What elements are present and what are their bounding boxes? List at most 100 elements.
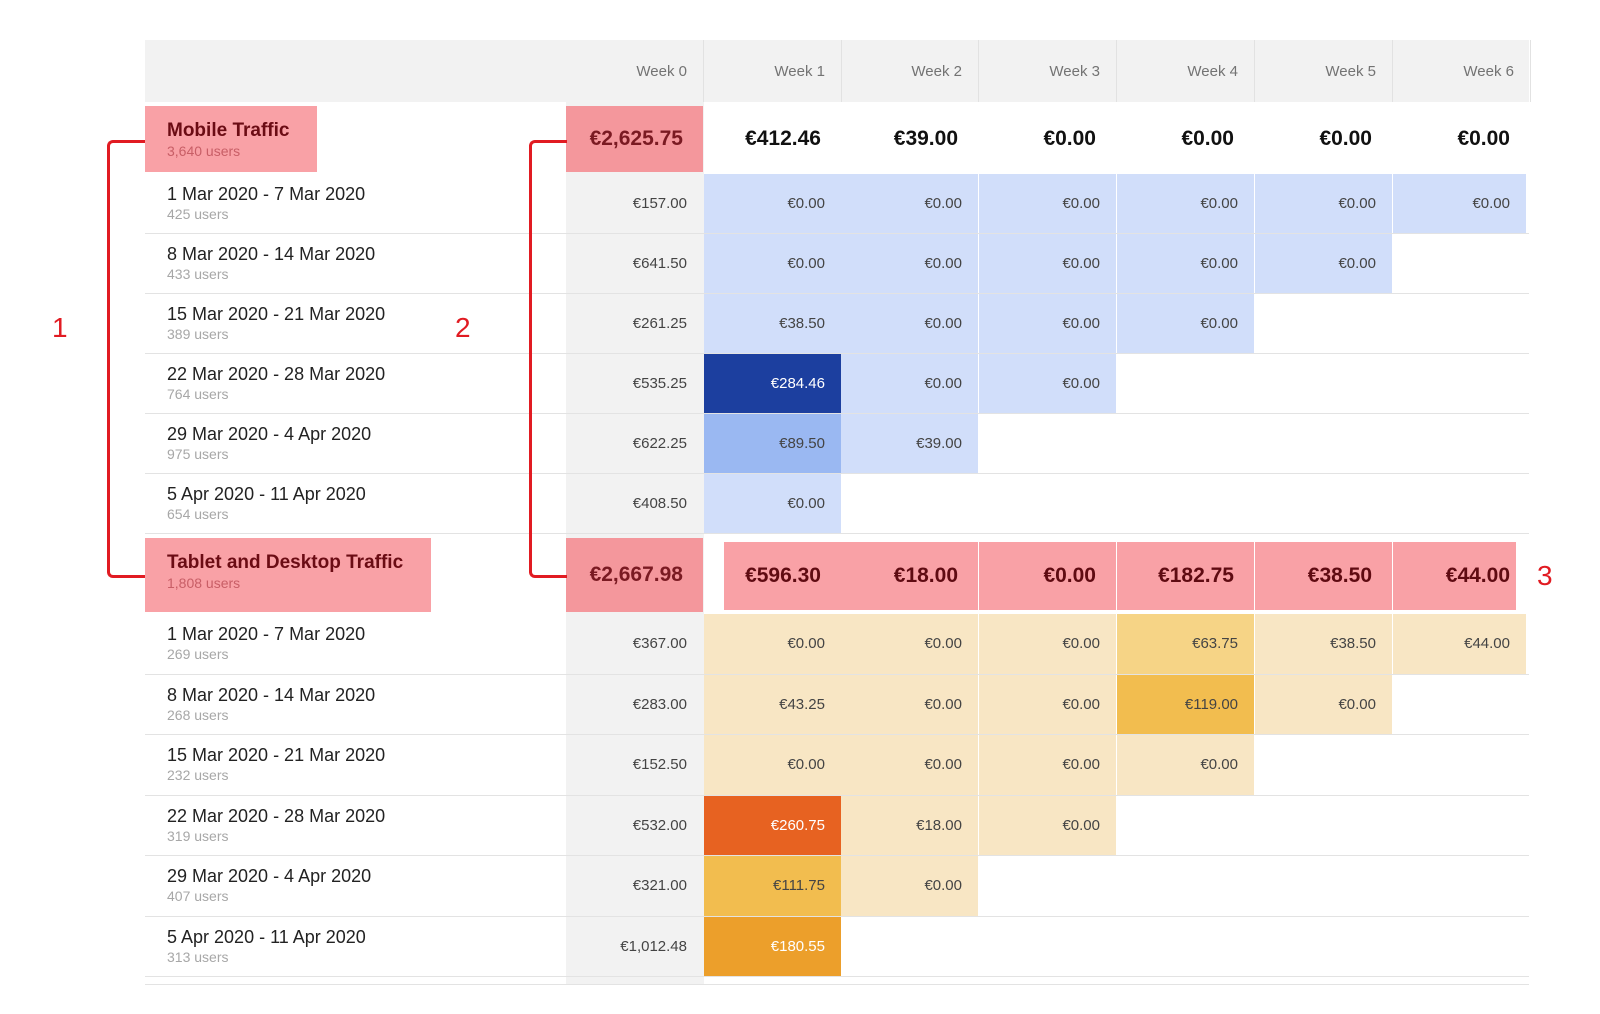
segment-users: 1,808 users	[167, 575, 241, 591]
segment-label-tablet-desktop[interactable]: Tablet and Desktop Traffic 1,808 users	[145, 538, 431, 612]
cohort-value-week-4[interactable]: €0.00	[1117, 294, 1254, 353]
row-divider	[566, 233, 1529, 234]
cohort-row-label[interactable]: 1 Mar 2020 - 7 Mar 2020 425 users	[145, 174, 566, 234]
cohort-row-label[interactable]: 5 Apr 2020 - 11 Apr 2020 313 users	[145, 917, 566, 977]
cohort-date-range: 8 Mar 2020 - 14 Mar 2020	[167, 244, 376, 264]
segment-total-week-5[interactable]: €38.50	[1255, 542, 1392, 610]
cohort-value-week-1[interactable]: €0.00	[704, 474, 841, 533]
cohort-value-week-1[interactable]: €89.50	[704, 414, 841, 473]
cohort-value-week-2[interactable]: €0.00	[841, 614, 978, 674]
cohort-value-week-4[interactable]: €119.00	[1117, 674, 1254, 734]
cohort-value-week-2[interactable]: €18.00	[841, 795, 978, 855]
segment-label-mobile[interactable]: Mobile Traffic 3,640 users	[145, 106, 317, 172]
week-header-5[interactable]: Week 5	[1325, 62, 1376, 80]
cohort-value-week-6[interactable]: €0.00	[1393, 174, 1526, 233]
cohort-value-week-2[interactable]: €0.00	[841, 674, 978, 734]
cohort-value-week-4[interactable]: €0.00	[1117, 735, 1254, 795]
cohort-value-week-1[interactable]: €38.50	[704, 294, 841, 353]
row-divider	[566, 353, 1529, 354]
segment-total-week-5[interactable]: €0.00	[1255, 104, 1392, 174]
cohort-value-week-1[interactable]: €43.25	[704, 674, 841, 734]
cohort-value-week-0[interactable]: €532.00	[632, 816, 687, 834]
cohort-value-week-2[interactable]: €0.00	[841, 735, 978, 795]
cohort-value-week-3[interactable]: €0.00	[979, 614, 1116, 674]
segment-total-week-0[interactable]: €2,625.75	[566, 106, 703, 172]
cohort-value-week-3[interactable]: €0.00	[979, 674, 1116, 734]
cohort-value-week-1[interactable]: €111.75	[704, 856, 841, 916]
cohort-value-week-5[interactable]: €0.00	[1255, 674, 1392, 734]
cohort-row-label[interactable]: 5 Apr 2020 - 11 Apr 2020 654 users	[145, 474, 566, 534]
segment-total-week-1[interactable]: €596.30	[724, 542, 841, 610]
segment-total-week-6[interactable]: €44.00	[1393, 542, 1516, 610]
cohort-value-week-0[interactable]: €408.50	[632, 495, 687, 512]
segment-total-week-4[interactable]: €182.75	[1117, 542, 1254, 610]
cohort-row-label[interactable]: 22 Mar 2020 - 28 Mar 2020 764 users	[145, 354, 566, 414]
cohort-date-range: 5 Apr 2020 - 11 Apr 2020	[167, 926, 366, 947]
cohort-value-week-1[interactable]: €0.00	[704, 735, 841, 795]
cohort-value-week-3[interactable]: €0.00	[979, 174, 1116, 233]
cohort-row-label[interactable]: 29 Mar 2020 - 4 Apr 2020 407 users	[145, 856, 566, 917]
cohort-row-label[interactable]: 15 Mar 2020 - 21 Mar 2020 232 users	[145, 735, 566, 796]
cohort-row-label[interactable]: 1 Mar 2020 - 7 Mar 2020 269 users	[145, 614, 566, 675]
week-header-0[interactable]: Week 0	[636, 62, 687, 80]
segment-total-week-4[interactable]: €0.00	[1117, 104, 1254, 174]
cohort-value-week-0[interactable]: €622.25	[632, 435, 687, 452]
cohort-value-week-2[interactable]: €0.00	[841, 354, 978, 413]
cohort-value-week-1[interactable]: €0.00	[704, 614, 841, 674]
segment-total-week-1[interactable]: €412.46	[704, 104, 841, 174]
cohort-value-week-2[interactable]: €0.00	[841, 856, 978, 916]
cohort-value-week-3[interactable]: €0.00	[979, 294, 1116, 353]
cohort-value-week-1[interactable]: €180.55	[704, 916, 841, 976]
cohort-value-week-0[interactable]: €367.00	[632, 635, 687, 653]
week-header-1[interactable]: Week 1	[774, 62, 825, 80]
cohort-value-week-4[interactable]: €0.00	[1117, 174, 1254, 233]
cohort-value-week-2[interactable]: €0.00	[841, 294, 978, 353]
cohort-row-label[interactable]: 15 Mar 2020 - 21 Mar 2020 389 users	[145, 294, 566, 354]
cohort-value-week-4[interactable]: €63.75	[1117, 614, 1254, 674]
cohort-value-week-5[interactable]: €0.00	[1255, 174, 1392, 233]
cohort-value-week-1[interactable]: €0.00	[704, 234, 841, 293]
cohort-value-week-1[interactable]: €0.00	[704, 174, 841, 233]
cohort-value-week-0[interactable]: €283.00	[632, 695, 687, 713]
week-header-4[interactable]: Week 4	[1187, 62, 1238, 80]
cohort-value-week-1[interactable]: €260.75	[704, 795, 841, 855]
segment-total-week-3[interactable]: €0.00	[979, 104, 1116, 174]
row-divider	[566, 855, 1529, 856]
week-header-3[interactable]: Week 3	[1049, 62, 1100, 80]
cohort-row-label[interactable]: 22 Mar 2020 - 28 Mar 2020 319 users	[145, 796, 566, 856]
row-divider	[566, 533, 1529, 534]
cohort-row-label[interactable]: 8 Mar 2020 - 14 Mar 2020 433 users	[145, 234, 566, 294]
cohort-value-week-1[interactable]: €284.46	[704, 354, 841, 413]
segment-total-week-3[interactable]: €0.00	[979, 542, 1116, 610]
cohort-value-week-3[interactable]: €0.00	[979, 354, 1116, 413]
segment-total-week-2[interactable]: €18.00	[841, 542, 978, 610]
segment-total-week-0[interactable]: €2,667.98	[566, 538, 703, 612]
cohort-value-week-3[interactable]: €0.00	[979, 735, 1116, 795]
cohort-value-week-0[interactable]: €535.25	[632, 375, 687, 392]
week-header-6[interactable]: Week 6	[1463, 62, 1514, 80]
cohort-value-week-3[interactable]: €0.00	[979, 795, 1116, 855]
cohort-value-week-4[interactable]: €0.00	[1117, 234, 1254, 293]
cohort-users: 764 users	[167, 386, 229, 402]
cohort-value-week-2[interactable]: €0.00	[841, 234, 978, 293]
segment-total-week-6[interactable]: €0.00	[1393, 104, 1530, 174]
row-divider	[566, 293, 1529, 294]
cohort-row-label[interactable]: 8 Mar 2020 - 14 Mar 2020 268 users	[145, 675, 566, 735]
cohort-value-week-0[interactable]: €152.50	[632, 756, 687, 774]
cohort-value-week-6[interactable]: €44.00	[1393, 614, 1526, 674]
cohort-value-week-3[interactable]: €0.00	[979, 234, 1116, 293]
segment-total-week-2[interactable]: €39.00	[841, 104, 978, 174]
cohort-value-week-5[interactable]: €0.00	[1255, 234, 1392, 293]
cohort-value-week-5[interactable]: €38.50	[1255, 614, 1392, 674]
week-header-2[interactable]: Week 2	[911, 62, 962, 80]
cohort-value-week-2[interactable]: €0.00	[841, 174, 978, 233]
cohort-value-week-2[interactable]: €39.00	[841, 414, 978, 473]
cohort-row-label[interactable]: 29 Mar 2020 - 4 Apr 2020 975 users	[145, 414, 566, 474]
column-divider	[703, 40, 704, 102]
cohort-value-week-0[interactable]: €1,012.48	[620, 937, 687, 955]
cohort-value-week-0[interactable]: €261.25	[632, 315, 687, 332]
cohort-value-week-0[interactable]: €641.50	[632, 255, 687, 272]
cohort-value-week-0[interactable]: €321.00	[632, 877, 687, 895]
column-divider	[841, 40, 842, 102]
cohort-value-week-0[interactable]: €157.00	[632, 195, 687, 212]
